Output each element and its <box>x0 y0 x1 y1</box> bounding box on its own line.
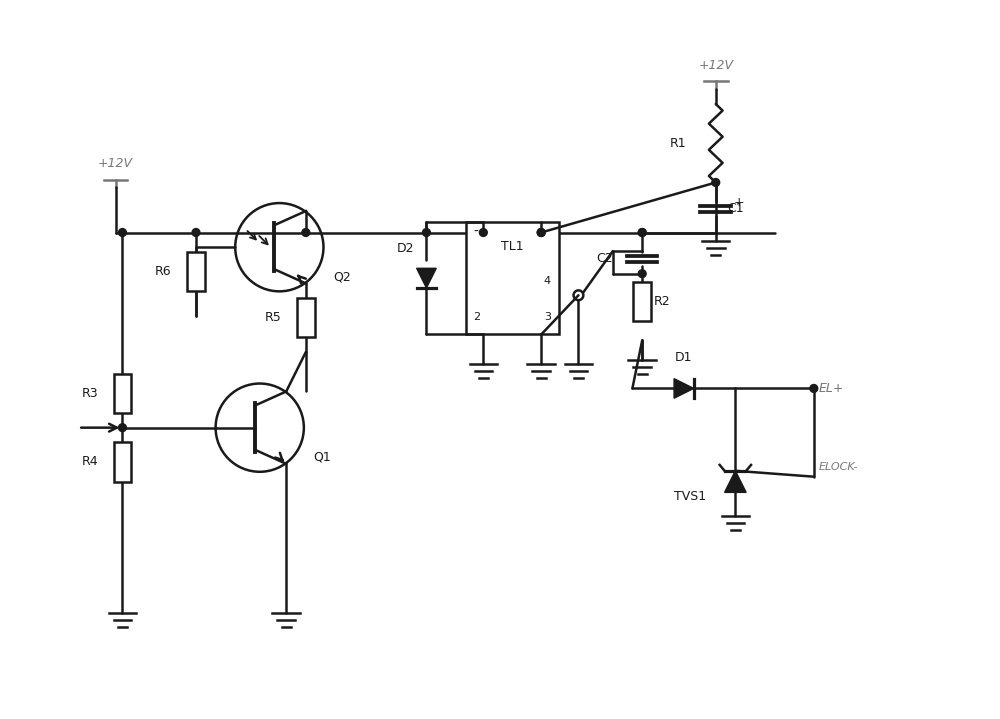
Text: C2: C2 <box>596 252 613 265</box>
Circle shape <box>638 270 646 278</box>
Text: ELOCK-: ELOCK- <box>819 462 858 472</box>
Text: 3: 3 <box>544 312 551 322</box>
Text: R2: R2 <box>654 295 671 308</box>
Bar <box>187 252 205 291</box>
Bar <box>114 374 131 413</box>
Text: C1: C1 <box>728 203 744 216</box>
Text: R6: R6 <box>155 265 171 278</box>
Text: TL1: TL1 <box>501 239 524 253</box>
Text: R5: R5 <box>265 311 281 324</box>
Text: -: - <box>474 224 478 239</box>
Text: TVS1: TVS1 <box>674 490 706 503</box>
Text: +12V: +12V <box>698 59 733 72</box>
Circle shape <box>119 423 126 431</box>
Circle shape <box>638 229 646 237</box>
Bar <box>633 282 651 321</box>
Circle shape <box>638 229 646 237</box>
Circle shape <box>810 385 818 393</box>
Text: D1: D1 <box>675 351 693 364</box>
Text: Q1: Q1 <box>314 451 331 464</box>
Circle shape <box>479 229 487 237</box>
Circle shape <box>537 229 545 237</box>
Text: +12V: +12V <box>98 157 133 170</box>
Text: +: + <box>733 196 744 209</box>
Polygon shape <box>674 379 694 398</box>
Circle shape <box>712 178 720 186</box>
Circle shape <box>423 229 430 237</box>
Bar <box>114 442 131 482</box>
Text: 2: 2 <box>474 312 481 322</box>
Bar <box>466 221 559 334</box>
Circle shape <box>192 229 200 237</box>
Text: R3: R3 <box>81 387 98 400</box>
Text: 4: 4 <box>544 275 551 285</box>
Text: R4: R4 <box>81 455 98 469</box>
Polygon shape <box>417 268 436 288</box>
Text: R1: R1 <box>670 137 686 150</box>
Text: D2: D2 <box>397 242 415 255</box>
Circle shape <box>119 229 126 237</box>
Text: EL+: EL+ <box>819 382 844 395</box>
Text: Q2: Q2 <box>333 270 351 283</box>
Circle shape <box>537 229 545 237</box>
Polygon shape <box>725 471 746 493</box>
Circle shape <box>302 229 310 237</box>
Bar <box>297 298 315 337</box>
